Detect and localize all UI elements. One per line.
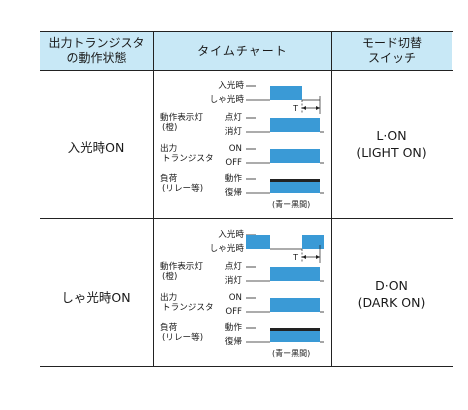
row-1-mode: L·ON (LIGHT ON): [330, 127, 453, 161]
wire-note: (青ー黒間): [272, 199, 310, 209]
light-pulse: [270, 86, 302, 100]
light-off-label: しゃ光時: [210, 93, 245, 105]
timing-chart-row-1: 入光時しゃ光時 T 動作表示灯 (橙) 点灯消灯出力 トランジスタ ON OFF 負荷 (リレー等…: [160, 77, 326, 214]
light-on-label: 入光時: [218, 79, 244, 91]
light-off-label: しゃ光時: [210, 242, 245, 254]
header-state: 出力トランジスタ の動作状態: [40, 36, 153, 66]
header-state-line1: 出力トランジスタ: [48, 36, 145, 50]
load-off-label: 復帰: [225, 186, 243, 198]
transistor-off-label: OFF: [225, 158, 242, 168]
header-state-line2: の動作状態: [66, 51, 127, 65]
load-pulse-top-band: [270, 179, 320, 182]
timer-arrow-left: [302, 255, 306, 259]
indicator-name-line2: (橙): [162, 270, 177, 282]
timer-label: T: [292, 104, 298, 113]
indicator-pulse: [270, 267, 320, 281]
header-mode-line1: モード切替: [361, 36, 422, 50]
indicator-name-line2: (橙): [162, 121, 177, 133]
timer-arrow-left: [302, 106, 306, 110]
indicator-off-label: 消灯: [225, 274, 243, 286]
row-2-state: しゃ光時ON: [61, 290, 131, 305]
transistor-on-label: ON: [229, 293, 242, 303]
load-name-line1: 負荷: [160, 321, 178, 333]
light-pulse-right: [302, 235, 324, 249]
load-on-label: 動作: [225, 172, 243, 184]
indicator-name-line1: 動作表示灯: [160, 260, 203, 272]
timing-chart-row-2: 入光時しゃ光時 T 動作表示灯 (橙) 点灯消灯出力 トランジスタ ON OFF 負荷 (リレー等…: [160, 226, 326, 363]
timer-arrow-right: [316, 106, 320, 110]
transistor-name-line2: トランジスタ: [162, 302, 214, 313]
load-name-line2: (リレー等): [162, 182, 203, 194]
rule-top: [40, 31, 453, 32]
load-off-label: 復帰: [225, 335, 243, 347]
col-rule-2: [331, 31, 332, 367]
transistor-off-label: OFF: [225, 307, 242, 317]
rule-bottom: [40, 366, 453, 367]
header-chart: タイムチャート: [197, 44, 288, 58]
load-name-line1: 負荷: [160, 172, 178, 184]
row-1-state: 入光時ON: [67, 140, 125, 155]
row-2-mode: D·ON (DARK ON): [330, 277, 453, 311]
load-pulse-top-band: [270, 328, 320, 331]
wire-note: (青ー黒間): [272, 348, 310, 358]
row-2-mode-line1: D·ON: [375, 278, 408, 293]
transistor-name-line2: トランジスタ: [162, 153, 214, 164]
header-mode-line2: スイッチ: [367, 51, 416, 65]
transistor-name-line1: 出力: [160, 291, 177, 303]
load-name-line2: (リレー等): [162, 331, 203, 343]
rule-header: [40, 70, 453, 71]
load-pulse: [270, 179, 320, 193]
indicator-on-label: 点灯: [225, 261, 243, 272]
timer-label: T: [292, 253, 298, 262]
transistor-on-label: ON: [229, 144, 242, 154]
row-1-mode-line2: (LIGHT ON): [356, 145, 427, 160]
indicator-pulse: [270, 118, 320, 132]
indicator-on-label: 点灯: [225, 112, 243, 123]
light-pulse-left: [246, 235, 270, 249]
header-row: [40, 32, 452, 70]
transistor-pulse: [270, 149, 320, 163]
indicator-name-line1: 動作表示灯: [160, 111, 203, 123]
timer-arrow-right: [316, 255, 320, 259]
transistor-pulse: [270, 298, 320, 312]
col-rule-1: [153, 31, 154, 367]
transistor-name-line1: 出力: [160, 142, 177, 154]
light-on-label: 入光時: [218, 228, 244, 240]
load-pulse: [270, 328, 320, 342]
header-mode: モード切替 スイッチ: [332, 36, 452, 66]
rule-mid: [40, 218, 453, 219]
row-1-mode-line1: L·ON: [376, 128, 407, 143]
row-2-mode-line2: (DARK ON): [357, 295, 426, 310]
load-on-label: 動作: [225, 321, 243, 333]
indicator-off-label: 消灯: [225, 125, 243, 137]
